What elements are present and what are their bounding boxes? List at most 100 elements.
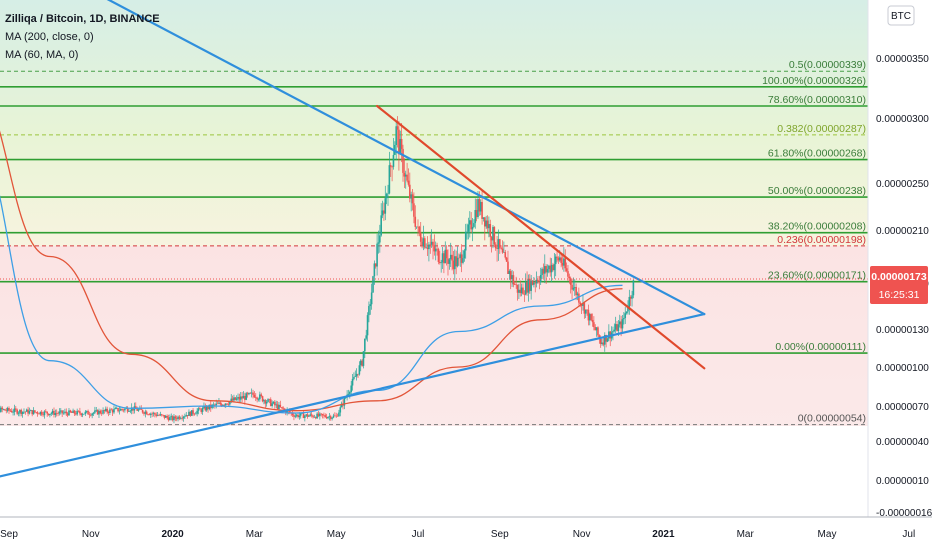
candle-body (522, 288, 524, 295)
candle-body (65, 412, 67, 414)
candle-body (434, 247, 436, 252)
candle-body (555, 257, 557, 264)
symbol-title[interactable]: Zilliqa / Bitcoin, 1D, BINANCE (5, 13, 160, 25)
candle-body (266, 402, 268, 404)
candle-body (578, 294, 580, 303)
candle-body (335, 416, 337, 417)
legend-ma200[interactable]: MA (200, close, 0) (5, 31, 94, 43)
candle-body (326, 417, 328, 418)
currency-button[interactable]: BTC (888, 6, 914, 25)
candle-body (552, 265, 554, 270)
candle-body (417, 227, 419, 228)
candle-body (16, 410, 18, 414)
fib-level-label: 38.20%(0.00000208) (768, 221, 866, 233)
candle-body (263, 400, 265, 401)
candle-body (25, 412, 27, 413)
candle-body (329, 416, 331, 417)
candle-body (569, 277, 571, 279)
candle-body (539, 282, 541, 283)
candle-body (379, 235, 381, 242)
candle-body (440, 263, 442, 264)
candle-body (494, 227, 496, 245)
candle-body (503, 252, 505, 253)
candle-body (593, 322, 595, 327)
fib-level-label: 0.236(0.00000198) (777, 234, 866, 246)
candle-body (165, 416, 167, 418)
time-tick-label: Mar (737, 529, 755, 540)
candle-body (60, 410, 62, 411)
candle-body (312, 416, 314, 418)
legend-ma60[interactable]: MA (60, MA, 0) (5, 49, 78, 61)
candle-body (228, 404, 230, 405)
candle-body (177, 417, 179, 419)
candle-body (85, 412, 87, 414)
candle-body (59, 411, 61, 413)
candle-body (563, 258, 565, 265)
candle-body (252, 393, 254, 395)
price-axis[interactable]: 0.000003500.000003000.000002500.00000210… (868, 0, 932, 519)
candle-body (398, 130, 400, 155)
candle-body (299, 416, 301, 417)
candle-body (35, 412, 37, 413)
candle-body (307, 414, 309, 416)
candle-body (192, 410, 194, 414)
candle-body (175, 416, 177, 418)
candle-body (368, 306, 370, 315)
candle-body (504, 252, 506, 257)
candle-body (79, 411, 81, 413)
candle-body (622, 319, 624, 328)
candle-body (153, 413, 155, 414)
candle-body (38, 414, 40, 415)
candle-body (320, 414, 322, 415)
candle-body (352, 379, 354, 386)
candle-body (491, 237, 493, 241)
candle-body (414, 217, 416, 227)
candle-body (548, 266, 550, 269)
candle-body (507, 262, 509, 274)
candle-body (80, 413, 82, 415)
candle-body (42, 415, 44, 416)
candle-body (476, 210, 478, 217)
candle-body (48, 414, 50, 416)
time-tick-label: 2020 (161, 529, 184, 540)
candle-body (612, 331, 614, 332)
candle-body (4, 409, 6, 410)
candle-body (303, 413, 305, 418)
candle-body (26, 410, 28, 412)
candle-body (401, 139, 403, 149)
candle-body (330, 416, 332, 419)
candle-body (254, 395, 256, 397)
candle-body (305, 414, 307, 415)
candle-body (225, 404, 227, 406)
candle-body (397, 126, 399, 129)
candle-body (393, 155, 395, 167)
candle-body (410, 194, 412, 198)
candle-body (281, 407, 283, 408)
candle-body (419, 227, 421, 233)
time-tick-label: Mar (246, 529, 264, 540)
candle-body (480, 202, 482, 212)
candle-body (371, 293, 373, 305)
candle-body (195, 414, 197, 415)
candle-body (75, 414, 77, 415)
candle-body (296, 415, 298, 416)
candle-body (322, 414, 324, 415)
candle-body (37, 412, 39, 413)
candle-body (547, 269, 549, 272)
candle-body (459, 254, 461, 258)
candle-body (489, 224, 491, 237)
candle-body (194, 414, 196, 415)
fib-level-label: 61.80%(0.00000268) (768, 148, 866, 160)
candle-body (34, 410, 36, 412)
candle-body (233, 397, 235, 400)
candle-body (206, 406, 208, 410)
candle-body (117, 408, 119, 411)
candle-body (87, 411, 89, 415)
candle-body (466, 232, 468, 233)
candle-body (499, 239, 501, 248)
candle-body (521, 288, 523, 293)
candle-body (585, 310, 587, 314)
candle-body (438, 249, 440, 262)
